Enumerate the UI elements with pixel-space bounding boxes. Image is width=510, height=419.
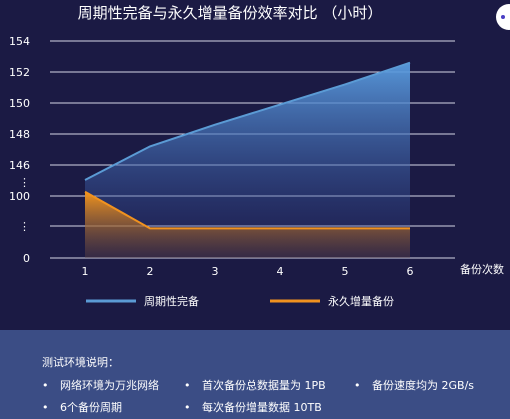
- note-item: 首次备份总数据量为 1PB: [184, 377, 326, 393]
- x-tick-label: 4: [277, 265, 284, 278]
- notes-title: 测试环境说明：: [42, 356, 119, 369]
- x-tick-label: 2: [147, 265, 154, 278]
- y-tick-label: ⋮: [19, 176, 30, 189]
- y-tick-label: 150: [9, 97, 30, 110]
- test-environment-notes: 测试环境说明： 网络环境为万兆网络 首次备份总数据量为 1PB 备份速度均为 2…: [0, 330, 510, 419]
- series-area-forever-incremental: [85, 191, 410, 258]
- y-tick-label: 100: [9, 190, 30, 203]
- series-line-periodic-full: [84, 61, 411, 181]
- y-tick-label: 148: [9, 128, 30, 141]
- y-tick-label: 154: [9, 35, 30, 48]
- y-tick-label: 146: [9, 159, 30, 172]
- x-tick-label: 6: [407, 265, 414, 278]
- x-tick-label: 1: [82, 265, 89, 278]
- note-item: 6个备份周期: [42, 399, 122, 415]
- x-axis-label: 备份次数: [460, 262, 504, 276]
- dot-icon: [501, 15, 505, 19]
- x-tick-label: 3: [212, 265, 219, 278]
- note-item: 备份速度均为 2GB/s: [354, 377, 474, 393]
- y-tick-label: 152: [9, 66, 30, 79]
- more-options-button[interactable]: [496, 4, 510, 30]
- chart-title: 周期性完备与永久增量备份效率对比 （小时）: [77, 4, 383, 22]
- y-tick-label: 0: [23, 252, 30, 265]
- series-area-periodic-full: [85, 62, 410, 259]
- y-tick-label: ⋮: [19, 220, 30, 233]
- x-tick-label: 5: [342, 265, 349, 278]
- legend-label: 永久增量备份: [328, 294, 394, 308]
- note-item: 网络环境为万兆网络: [42, 377, 159, 393]
- legend-label: 周期性完备: [144, 294, 199, 308]
- series-line-forever-incremental: [84, 190, 410, 230]
- note-item: 每次备份增量数据 10TB: [184, 399, 322, 415]
